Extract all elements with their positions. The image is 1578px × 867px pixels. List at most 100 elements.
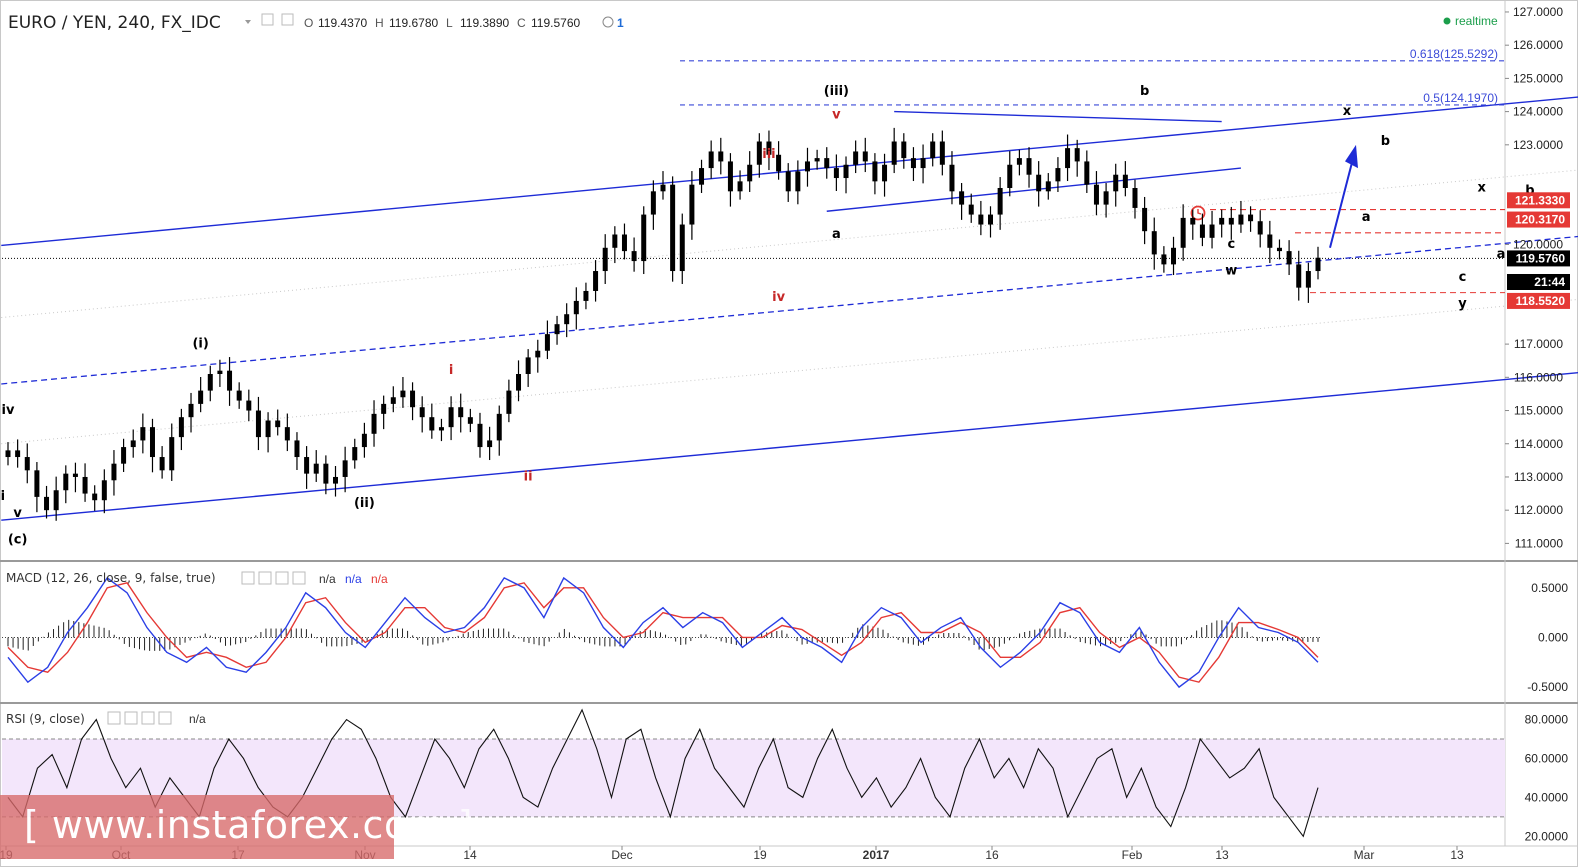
candle-body [641,214,647,262]
candle-body [15,450,21,458]
candle-body [1267,234,1273,248]
ohlc-label: O [304,16,313,30]
candle-body [333,476,338,484]
ohlc-value: 119.4370 [318,16,367,30]
macd-value-na: n/a [345,572,362,586]
realtime-dot [1443,17,1451,25]
candle-body [410,390,416,408]
triangle-lower-line [826,167,1242,212]
wave-label: x [1343,104,1352,119]
realtime-label: realtime [1455,14,1498,28]
wave-label: x [1478,180,1487,195]
alerts-count: 1 [617,16,624,30]
alarm-icon [602,16,614,28]
candle-body [737,181,743,192]
candle-body [1296,264,1302,288]
price-axis[interactable]: 127.0000 126.0000 125.0000 124.0000 123.0000… [1505,5,1570,550]
wave-label: ii [524,469,533,484]
candle-body [910,158,916,169]
candle-body [525,357,531,374]
candle-body [255,410,261,438]
price-tag-label: 120.3170 [1515,213,1565,227]
watermark-text: [ www.instaforex.com ] [24,803,474,847]
candle-body [1180,217,1186,248]
candle-body [699,168,705,185]
candle-body [323,463,329,484]
projection-arrow-shaft [1329,154,1355,249]
wave-label: v [832,107,841,122]
candle-body [824,158,830,169]
candle-body [862,151,868,162]
candle-body [1045,181,1051,192]
candle-body [516,374,522,391]
wave-label: w [1225,263,1237,278]
alert-clock-icon [1190,205,1206,221]
macd-tick-label: 0.000 [1538,630,1568,644]
candle-body [82,476,88,494]
candle-body [795,171,801,192]
wave-label: b [1140,84,1149,99]
candle-body [939,141,945,165]
time-tick-label: Feb [1122,848,1143,862]
candle-body [776,154,782,172]
macd-tool-icon [275,571,289,585]
candle-body [1305,271,1311,288]
candle-body [438,427,444,431]
wave-label: iii [0,489,5,504]
candle-body [342,460,348,477]
candle-body [554,324,560,335]
wave-label: a [832,227,841,242]
candle-body [843,164,849,179]
candle-body [130,440,136,448]
candle-body [997,188,1003,215]
candle-body [1074,148,1080,162]
candle-body [101,480,107,501]
candle-body [988,214,993,225]
candle-body [1161,254,1167,265]
candle-body [727,161,733,192]
rsi-value-na: n/a [189,712,206,726]
candle-body [149,427,155,458]
time-tick-label: 16 [985,848,999,862]
time-tick-label: 2017 [863,848,890,862]
candle-body [458,407,464,418]
wave-label: a [1497,247,1506,262]
candle-body [660,184,666,192]
price-tick-label: 126.0000 [1513,38,1563,52]
candle-body [506,390,512,414]
triangle-upper-line [894,110,1222,123]
candle-body [593,271,599,291]
candle-body [1093,184,1099,205]
candle-body [930,141,936,159]
candle-body [631,251,637,262]
candle-body [708,151,714,169]
time-tick-label: 13 [1450,848,1464,862]
candle-body [429,417,435,431]
channel-upper-line [1,96,1578,247]
candle-body [217,370,223,374]
price-tag-bg [1507,211,1570,228]
candle-body [275,420,281,428]
candle-body [1228,217,1234,225]
rsi-tick-label: 80.0000 [1525,713,1569,727]
rsi-tool-icon [107,711,121,725]
candle-body [1084,161,1090,185]
price-tag-label: 21:44 [1534,275,1565,289]
signal-line [7,582,1319,683]
wave-label: i [449,363,453,378]
candle-body [583,290,589,301]
candle-body [448,407,454,428]
candle-body [1315,257,1321,272]
candle-body [1055,168,1061,182]
projection-arrow-head [1345,144,1358,169]
candle-body [53,490,59,511]
candle-body [284,427,290,441]
candle-body [381,403,387,414]
candle-body [718,151,724,162]
wave-label: iv [2,403,15,418]
candle-body [419,407,425,418]
price-tag-label: 119.5760 [1516,251,1566,265]
ohlc-value: 119.6780 [389,16,438,30]
